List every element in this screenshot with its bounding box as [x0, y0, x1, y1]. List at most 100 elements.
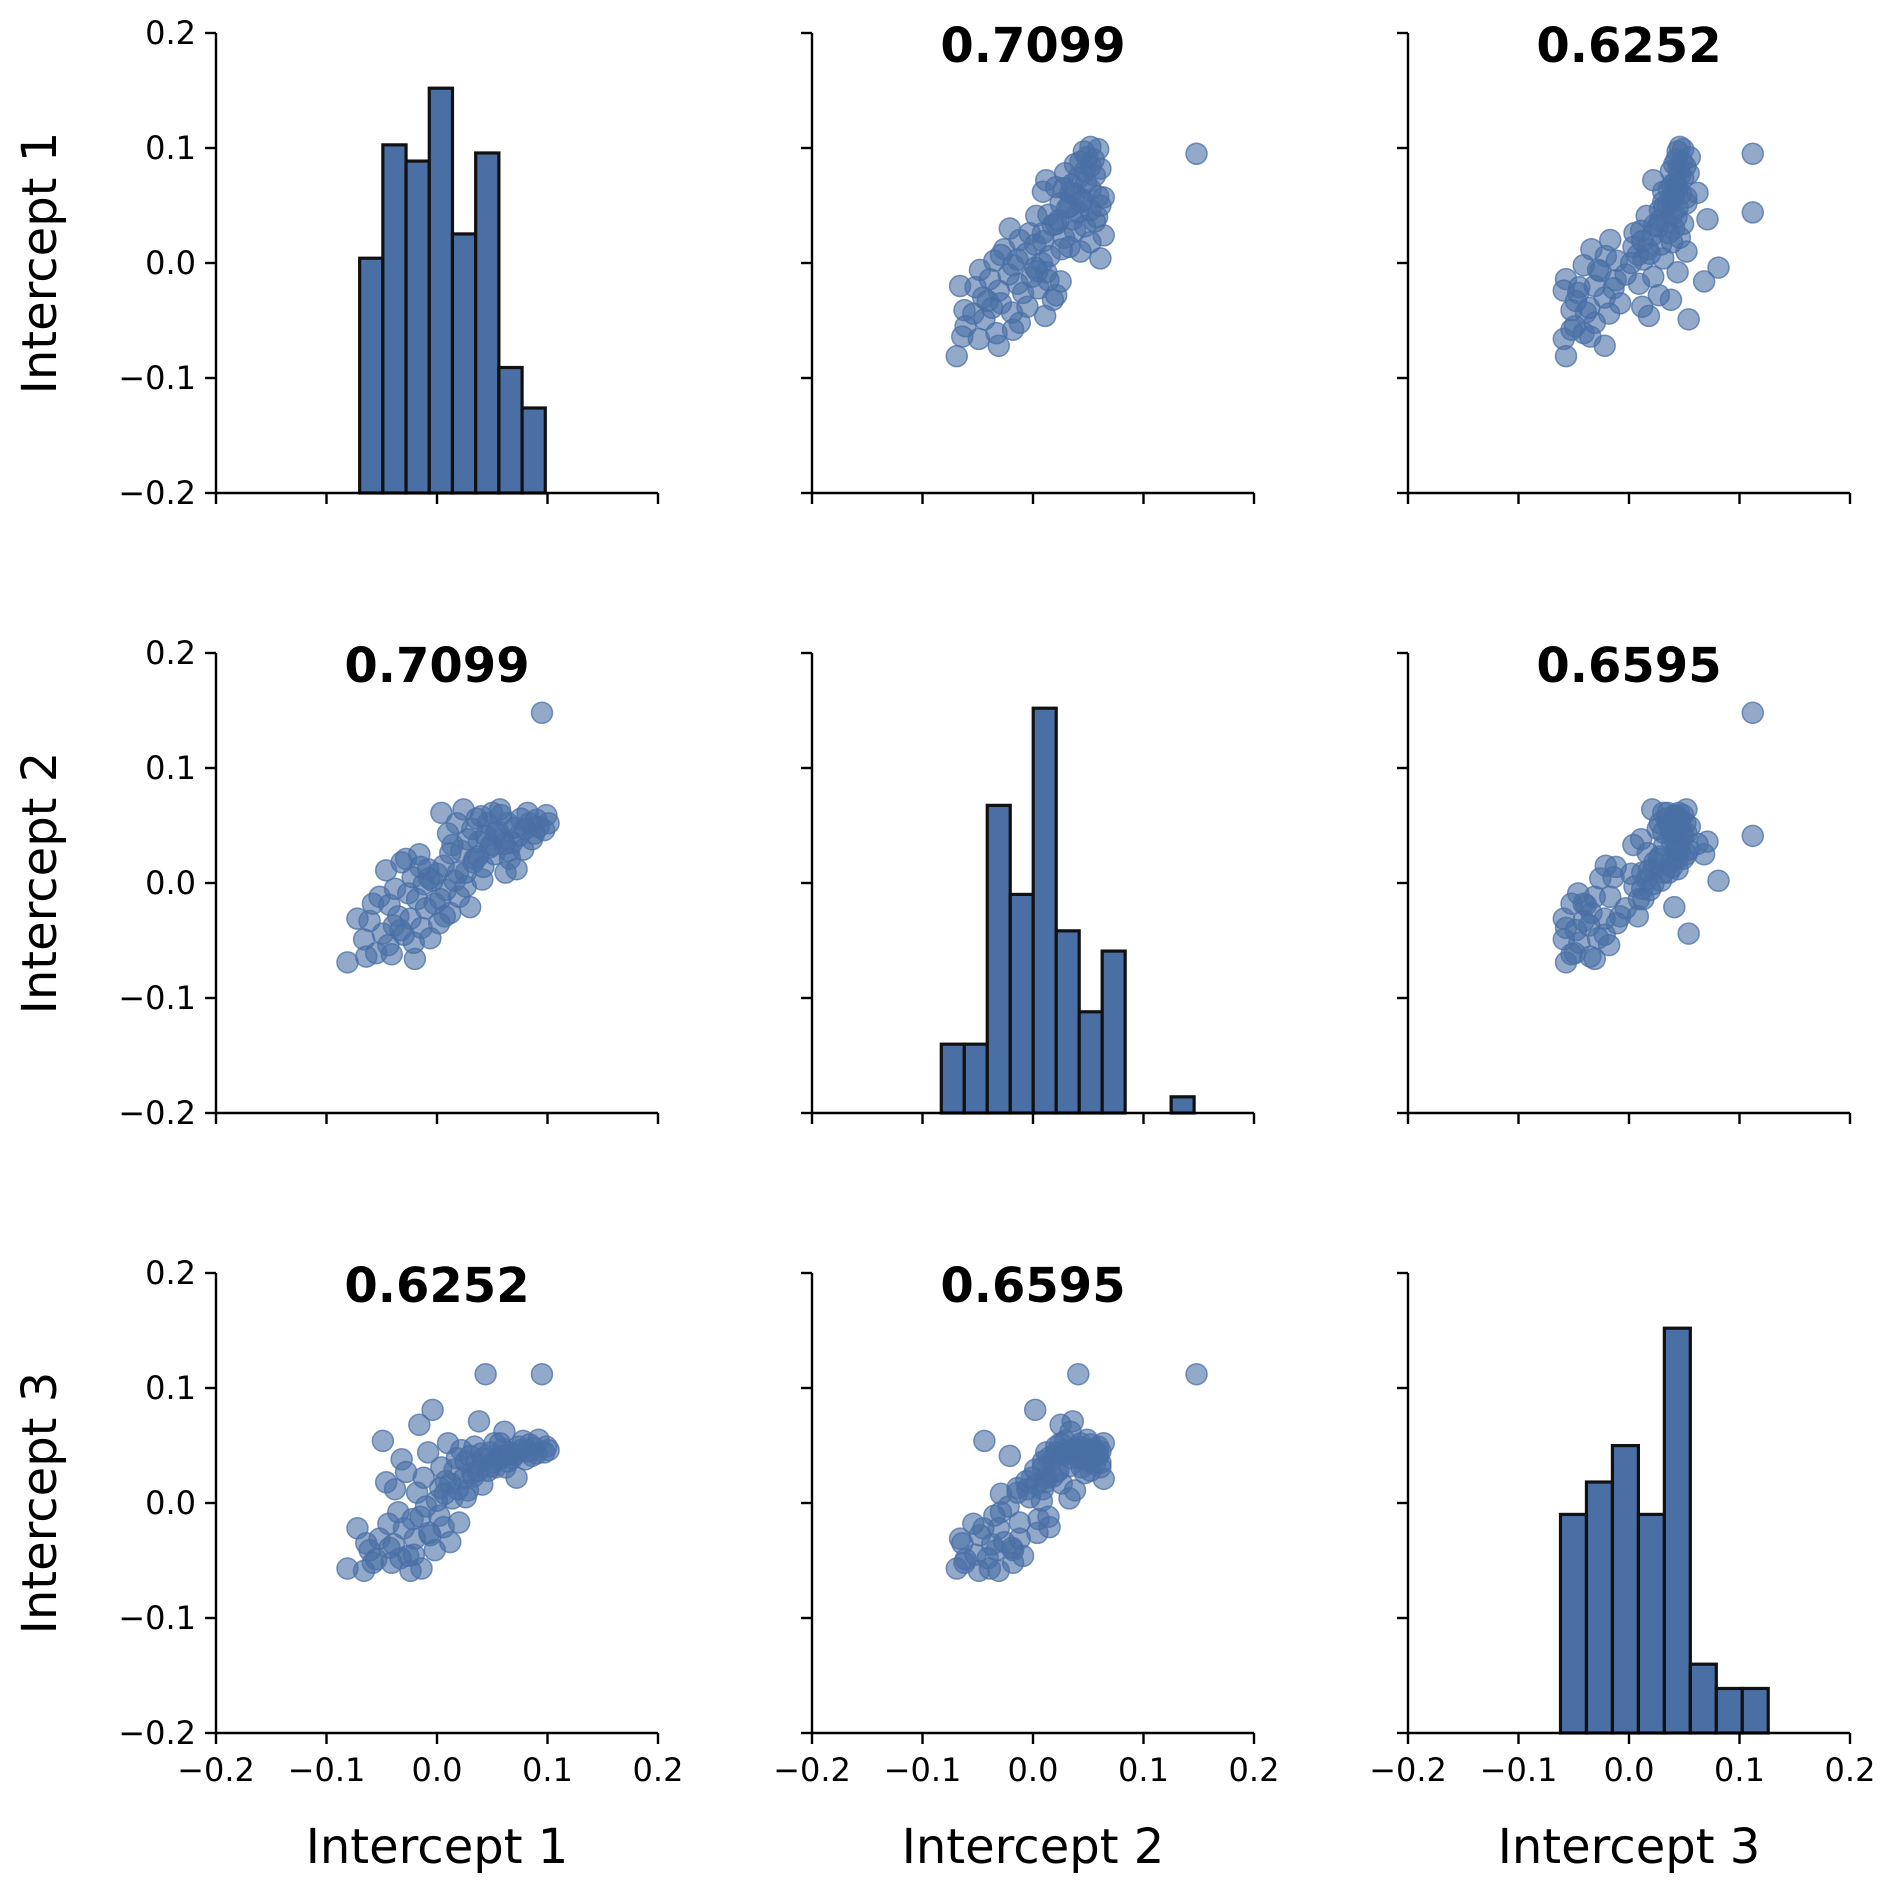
scatter-point	[1631, 229, 1654, 253]
x-tick-label: 0.1	[1714, 1751, 1765, 1789]
scatter-point	[1664, 839, 1687, 863]
histogram-bar	[497, 365, 524, 495]
y-tick-label: 0.2	[145, 14, 196, 52]
histogram-bar	[1077, 1010, 1104, 1115]
y-tick-label: 0.1	[145, 749, 196, 787]
scatter-point	[1741, 824, 1765, 848]
scatter-point	[430, 801, 453, 825]
scatter-point	[466, 845, 490, 868]
panel-r2-c1: −0.2 −0.1 0.0 0.1 0.2 Intercept 2	[773, 1271, 1280, 1875]
histogram-bar	[962, 1042, 989, 1115]
x-tick-label: −0.2	[177, 1751, 255, 1789]
scatter-point	[945, 344, 969, 368]
scatter-point	[1001, 318, 1025, 341]
scatter-point	[1741, 142, 1765, 165]
x-tick-label: 0.2	[1825, 1751, 1876, 1789]
x-tick-label: 0.2	[1229, 1751, 1280, 1789]
scatter-point	[493, 1420, 516, 1443]
scatter-point	[446, 861, 470, 884]
scatter-point	[973, 1429, 996, 1453]
scatter-point	[537, 1438, 560, 1462]
scatter-point	[1037, 1505, 1060, 1529]
y-tick-label: −0.2	[118, 1714, 196, 1752]
scatter-point	[998, 217, 1022, 240]
scatter-point	[416, 1441, 440, 1464]
y-tick-label: 0.1	[145, 129, 196, 167]
x-tick-label: 0.1	[1118, 1751, 1169, 1789]
scatter-point	[409, 855, 432, 879]
scatter-point	[1047, 209, 1070, 232]
scatter-point	[1652, 821, 1675, 844]
x-tick-label: 0.0	[412, 1751, 463, 1789]
scatter-point	[1070, 1456, 1093, 1479]
scatter-point	[377, 1512, 400, 1535]
scatter-point	[361, 1551, 385, 1575]
y-tick-label: 0.0	[145, 864, 196, 902]
scatter-point	[1675, 798, 1698, 821]
scatter-point	[371, 1429, 395, 1453]
scatter-point	[1008, 1511, 1031, 1534]
scatter-point	[1089, 247, 1112, 270]
y-tick-label: −0.2	[118, 1094, 196, 1132]
y-tick-label: 0.2	[145, 1254, 196, 1292]
y-tick-label: 0.0	[145, 1484, 196, 1522]
histogram-bar	[474, 151, 501, 495]
histogram-bar	[1584, 1480, 1615, 1735]
scatter-point	[951, 1532, 974, 1555]
scatter-point	[1642, 265, 1665, 289]
scatter-point	[389, 918, 412, 942]
panel-r1-c0: −0.2 −0.1 0.0 0.1 0.2 Intercept 2	[12, 634, 660, 1132]
scatter-point	[951, 325, 974, 348]
scatter-point	[1052, 177, 1076, 200]
scatter-point	[1604, 855, 1627, 879]
scatter-point	[1026, 1521, 1049, 1545]
scatter-point	[1666, 260, 1689, 284]
histogram-bar	[1100, 949, 1127, 1115]
scatter-point	[1707, 869, 1730, 892]
scatter-point	[1677, 308, 1700, 331]
scatter-point	[1589, 867, 1612, 890]
panel-r2-c2: −0.2 −0.1 0.0 0.1 0.2 Intercept 3	[1369, 1271, 1876, 1875]
scatter-point	[1025, 204, 1048, 228]
x-tick-label: −0.1	[1480, 1751, 1558, 1789]
scatter-point	[1677, 922, 1700, 945]
panel-r2-c0: −0.2−0.2 −0.1 −0.1 0.0 0.0 0.1 0.1 0.2 0.2 Interc…	[12, 1254, 683, 1875]
x-axis-title: Intercept 1	[306, 1819, 569, 1875]
scatter-point	[1037, 269, 1060, 292]
y-tick-label: 0.0	[145, 244, 196, 282]
x-tick-label: −0.2	[1369, 1751, 1447, 1789]
scatter-point	[1050, 237, 1073, 261]
scatter-point	[458, 895, 482, 919]
y-tick-label: −0.2	[118, 474, 196, 512]
scatter-point	[505, 1466, 528, 1489]
scatter-point	[962, 1512, 985, 1535]
histogram-bar	[985, 803, 1012, 1115]
scatter-point	[412, 1466, 435, 1489]
scatter-point	[1059, 1420, 1082, 1443]
histogram-bar	[427, 86, 455, 495]
scatter-point	[389, 1546, 412, 1570]
x-tick-label: −0.1	[288, 1751, 366, 1789]
histogram-bar	[1740, 1686, 1770, 1735]
scatter-point	[433, 905, 456, 928]
scatter-point	[361, 892, 385, 915]
scatter-point	[530, 1362, 554, 1386]
histogram-bar	[1610, 1443, 1640, 1735]
scatter-point	[1560, 892, 1583, 915]
scatter-point	[1092, 1431, 1115, 1455]
y-axis-title: Intercept 3	[12, 1372, 68, 1635]
x-axis-title: Intercept 3	[1498, 1819, 1761, 1875]
scatter-point	[1741, 701, 1765, 725]
scatter-point	[1185, 1362, 1208, 1386]
scatter-point	[439, 841, 462, 865]
scatter-point	[989, 243, 1013, 267]
scatter-point	[1598, 885, 1622, 909]
correlation-label: 0.7099	[344, 638, 529, 694]
histogram-bar	[1054, 929, 1081, 1115]
scatter-point	[1597, 933, 1621, 957]
scatter-point	[409, 1505, 432, 1529]
scatter-point	[1631, 861, 1654, 884]
scatter-point	[1605, 912, 1629, 935]
x-tick-label: 0.0	[1604, 1751, 1655, 1789]
